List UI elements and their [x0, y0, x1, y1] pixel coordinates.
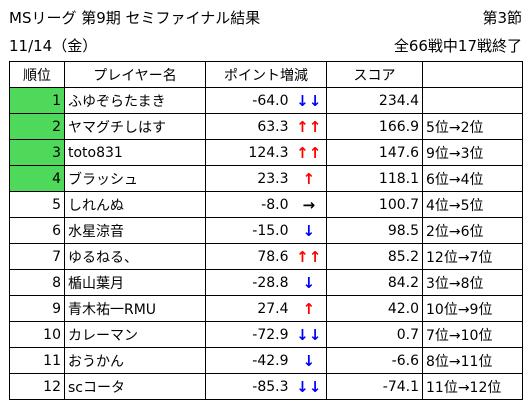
point-delta-cell: -8.0 [205, 191, 292, 218]
point-delta-cell: 63.3 [205, 113, 292, 140]
down-arrow-icon: ↓↓ [291, 321, 327, 348]
score-cell: 166.9 [326, 113, 423, 140]
rank-cell: 1 [9, 87, 65, 114]
rank-cell: 10 [9, 321, 65, 348]
col-header-points: ポイント増減 [205, 61, 327, 88]
player-name-cell: ヤマグチしはす [64, 113, 206, 140]
up-arrow-icon: ↑ [291, 165, 327, 192]
player-name-cell: 楯山葉月 [64, 269, 206, 296]
table-header-row: 順位 プレイヤー名 ポイント増減 スコア [9, 61, 523, 88]
table-row: 10 カレーマン -72.9 ↓↓ 0.7 7位→10位 [9, 321, 523, 348]
player-name-cell: ブラッシュ [64, 165, 206, 192]
point-delta-cell: 23.3 [205, 165, 292, 192]
table-row: 2 ヤマグチしはす 63.3 ↑↑ 166.9 5位→2位 [9, 113, 523, 140]
up-arrow-icon: ↑↑ [291, 139, 327, 166]
rank-change-cell: 10位→9位 [422, 295, 523, 322]
point-delta-cell: -42.9 [205, 347, 292, 374]
down-arrow-icon: ↓ [291, 347, 327, 374]
table-row: 3 toto831 124.3 ↑↑ 147.6 9位→3位 [9, 139, 523, 166]
score-cell: 118.1 [326, 165, 423, 192]
table-row: 6 水星涼音 -15.0 ↓ 98.5 2位→6位 [9, 217, 523, 244]
col-header-score: スコア [326, 61, 423, 88]
table-row: 1 ふゆぞらたまき -64.0 ↓↓ 234.4 [9, 87, 523, 114]
date-label: 11/14（金） [9, 37, 98, 55]
rank-cell: 8 [9, 269, 65, 296]
score-cell: 147.6 [326, 139, 423, 166]
down-arrow-icon: ↓↓ [291, 87, 327, 114]
results-table: 順位 プレイヤー名 ポイント増減 スコア 1 ふゆぞらたまき -64.0 ↓↓ 234.… [9, 61, 523, 400]
rank-change-cell: 12位→7位 [422, 243, 523, 270]
point-delta-cell: 27.4 [205, 295, 292, 322]
up-arrow-icon: ↑ [291, 295, 327, 322]
point-delta-cell: 124.3 [205, 139, 292, 166]
point-delta-cell: 78.6 [205, 243, 292, 270]
player-name-cell: 青木祐一RMU [64, 295, 206, 322]
down-arrow-icon: ↓ [291, 217, 327, 244]
up-arrow-icon: ↑↑ [291, 113, 327, 140]
table-row: 4 ブラッシュ 23.3 ↑ 118.1 6位→4位 [9, 165, 523, 192]
score-cell: 0.7 [326, 321, 423, 348]
section-label: 第3節 [482, 9, 522, 27]
point-delta-cell: -85.3 [205, 373, 292, 400]
rank-change-cell: 9位→3位 [422, 139, 523, 166]
score-cell: 234.4 [326, 87, 423, 114]
player-name-cell: カレーマン [64, 321, 206, 348]
player-name-cell: おうかん [64, 347, 206, 374]
table-row: 12 scコータ -85.3 ↓↓ -74.1 11位→12位 [9, 373, 523, 400]
rank-change-cell: 6位→4位 [422, 165, 523, 192]
point-delta-cell: -28.8 [205, 269, 292, 296]
score-cell: 42.0 [326, 295, 423, 322]
table-row: 11 おうかん -42.9 ↓ -6.6 8位→11位 [9, 347, 523, 374]
player-name-cell: ゆるねる、 [64, 243, 206, 270]
score-cell: 98.5 [326, 217, 423, 244]
rank-change-cell: 3位→8位 [422, 269, 523, 296]
rank-change-cell: 5位→2位 [422, 113, 523, 140]
player-name-cell: しれんぬ [64, 191, 206, 218]
down-arrow-icon: ↓ [291, 269, 327, 296]
table-row: 9 青木祐一RMU 27.4 ↑ 42.0 10位→9位 [9, 295, 523, 322]
rank-cell: 6 [9, 217, 65, 244]
rank-cell: 2 [9, 113, 65, 140]
table-row: 8 楯山葉月 -28.8 ↓ 84.2 3位→8位 [9, 269, 523, 296]
rank-cell: 4 [9, 165, 65, 192]
rank-change-cell: 2位→6位 [422, 217, 523, 244]
score-cell: 100.7 [326, 191, 423, 218]
right-arrow-icon: → [291, 191, 327, 218]
rank-change-cell: 4位→5位 [422, 191, 523, 218]
progress-label: 全66戦中17戦終了 [393, 37, 522, 55]
point-delta-cell: -64.0 [205, 87, 292, 114]
score-cell: 85.2 [326, 243, 423, 270]
point-delta-cell: -72.9 [205, 321, 292, 348]
down-arrow-icon: ↓↓ [291, 373, 327, 400]
header-row-1: MSリーグ 第9期 セミファイナル結果 第3節 [9, 8, 522, 28]
up-arrow-icon: ↑↑ [291, 243, 327, 270]
col-header-rank: 順位 [9, 61, 65, 88]
rank-cell: 11 [9, 347, 65, 374]
player-name-cell: 水星涼音 [64, 217, 206, 244]
table-row: 5 しれんぬ -8.0 → 100.7 4位→5位 [9, 191, 523, 218]
page-title: MSリーグ 第9期 セミファイナル結果 [9, 9, 261, 27]
rank-change-cell: 7位→10位 [422, 321, 523, 348]
rank-change-cell: 8位→11位 [422, 347, 523, 374]
header-row-2: 11/14（金） 全66戦中17戦終了 [9, 36, 522, 56]
rank-cell: 9 [9, 295, 65, 322]
rank-cell: 7 [9, 243, 65, 270]
score-cell: 84.2 [326, 269, 423, 296]
point-delta-cell: -15.0 [205, 217, 292, 244]
player-name-cell: toto831 [64, 139, 206, 166]
player-name-cell: ふゆぞらたまき [64, 87, 206, 114]
rank-cell: 12 [9, 373, 65, 400]
score-cell: -6.6 [326, 347, 423, 374]
table-row: 7 ゆるねる、 78.6 ↑↑ 85.2 12位→7位 [9, 243, 523, 270]
rank-cell: 5 [9, 191, 65, 218]
rank-cell: 3 [9, 139, 65, 166]
col-header-player: プレイヤー名 [64, 61, 206, 88]
player-name-cell: scコータ [64, 373, 206, 400]
col-header-move [422, 61, 523, 88]
rank-change-cell: 11位→12位 [422, 373, 523, 400]
score-cell: -74.1 [326, 373, 423, 400]
rank-change-cell [422, 87, 523, 114]
